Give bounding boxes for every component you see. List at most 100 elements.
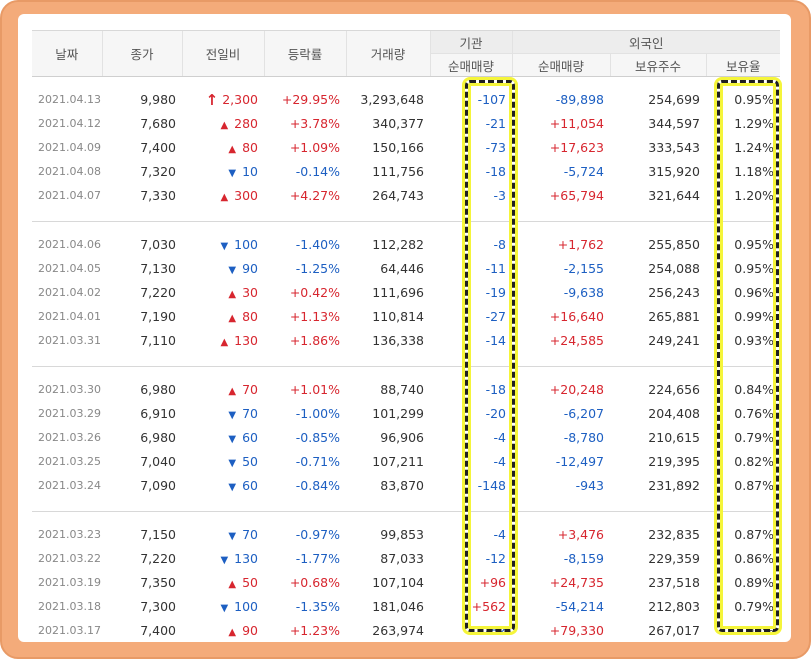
- holding-ratio-cell: 1.24%: [734, 139, 774, 155]
- group-divider: [32, 497, 780, 512]
- holdings-cell: 229,359: [648, 550, 700, 566]
- header-rate[interactable]: 등락률: [263, 30, 346, 77]
- foreign-net-cell: -8,780: [563, 429, 604, 445]
- close-cell: 7,330: [140, 187, 176, 203]
- change-cell: ↑ 2,300: [182, 87, 264, 111]
- change-value: 60: [242, 429, 258, 445]
- foreign-net-cell: -12,497: [555, 453, 604, 469]
- table-row: 2021.03.23 7,150 ▼ 70 -0.97% 99,853 -4 +3,476 23…: [32, 522, 780, 546]
- rate-cell: -1.25%: [295, 260, 340, 276]
- up-arrow-icon: ▲: [228, 578, 237, 590]
- change-cell: ▼ 100: [182, 232, 264, 256]
- inst-net-cell: -8: [493, 236, 506, 252]
- change-value: 60: [242, 477, 258, 493]
- date-cell: 2021.03.26: [38, 430, 101, 444]
- down-arrow-icon: ▼: [228, 167, 237, 179]
- volume-cell: 340,377: [372, 115, 424, 131]
- down-arrow-icon: ▼: [220, 554, 229, 566]
- header-close[interactable]: 종가: [101, 30, 182, 77]
- foreign-net-cell: +20,248: [549, 381, 604, 397]
- change-cell: ▲ 300: [182, 183, 264, 207]
- holding-ratio-cell: 1.29%: [734, 115, 774, 131]
- table-body: 2021.04.13 9,980 ↑ 2,300 +29.95% 3,293,648 -10…: [32, 77, 780, 643]
- volume-cell: 263,974: [372, 622, 424, 638]
- header-volume[interactable]: 거래량: [345, 30, 430, 77]
- change-cell: ▼ 70: [182, 401, 264, 425]
- change-cell: ▲ 80: [182, 304, 264, 328]
- holdings-cell: 256,243: [648, 284, 700, 300]
- table-row: 2021.03.19 7,350 ▲ 50 +0.68% 107,104 +96 +24,73…: [32, 570, 780, 594]
- table-row: 2021.03.31 7,110 ▲ 130 +1.86% 136,338 -14 +24,5…: [32, 328, 780, 352]
- inst-net-cell: -12: [485, 550, 506, 566]
- holdings-cell: 224,656: [648, 381, 700, 397]
- volume-cell: 111,756: [372, 163, 424, 179]
- table-row: 2021.04.09 7,400 ▲ 80 +1.09% 150,166 -73 +17,62…: [32, 135, 780, 159]
- rate-cell: +1.09%: [289, 139, 340, 155]
- change-cell: ▲ 280: [182, 111, 264, 135]
- header-holding-ratio[interactable]: 보유율: [705, 53, 780, 77]
- rate-cell: +29.95%: [281, 91, 340, 107]
- close-cell: 7,190: [140, 308, 176, 324]
- close-cell: 6,980: [140, 429, 176, 445]
- down-arrow-icon: ▼: [220, 240, 229, 252]
- holding-ratio-cell: 0.79%: [734, 429, 774, 445]
- inst-net-cell: -20: [485, 405, 506, 421]
- change-value: 90: [242, 260, 258, 276]
- holdings-cell: 344,597: [648, 115, 700, 131]
- holding-ratio-cell: 0.82%: [734, 453, 774, 469]
- date-cell: 2021.03.29: [38, 406, 101, 420]
- change-cell: ▲ 30: [182, 280, 264, 304]
- rate-cell: +0.42%: [289, 284, 340, 300]
- table-row: 2021.04.05 7,130 ▼ 90 -1.25% 64,446 -11 -2,155 2…: [32, 256, 780, 280]
- date-cell: 2021.03.19: [38, 575, 101, 589]
- change-cell: ▼ 60: [182, 425, 264, 449]
- close-cell: 6,980: [140, 381, 176, 397]
- foreign-net-cell: -2,155: [563, 260, 604, 276]
- holdings-cell: 254,088: [648, 260, 700, 276]
- table-row: 2021.03.17 7,400 ▲ 90 +1.23% 263,974 -82 +79,33…: [32, 618, 780, 642]
- inst-net-cell: -4: [493, 453, 506, 469]
- date-cell: 2021.03.30: [38, 382, 101, 396]
- close-cell: 6,910: [140, 405, 176, 421]
- change-cell: ▲ 50: [182, 570, 264, 594]
- foreign-net-cell: -8,159: [563, 550, 604, 566]
- date-cell: 2021.04.09: [38, 140, 101, 154]
- rate-cell: -0.85%: [295, 429, 340, 445]
- inst-net-cell: -73: [485, 139, 506, 155]
- down-arrow-icon: ▼: [228, 530, 237, 542]
- holding-ratio-cell: 0.79%: [734, 598, 774, 614]
- volume-cell: 107,104: [372, 574, 424, 590]
- header-inst-net[interactable]: 순매매량: [429, 53, 512, 77]
- foreign-net-cell: -943: [575, 477, 604, 493]
- table-row: 2021.04.08 7,320 ▼ 10 -0.14% 111,756 -18 -5,724…: [32, 159, 780, 183]
- holdings-cell: 255,850: [648, 236, 700, 252]
- date-cell: 2021.03.17: [38, 623, 101, 637]
- foreign-net-cell: -9,638: [563, 284, 604, 300]
- inst-net-cell: -14: [485, 332, 506, 348]
- holding-ratio-cell: 0.95%: [734, 260, 774, 276]
- date-cell: 2021.04.02: [38, 285, 101, 299]
- header-holdings[interactable]: 보유주수: [609, 53, 706, 77]
- holding-ratio-cell: 1.18%: [734, 163, 774, 179]
- inst-net-cell: -82: [485, 622, 506, 638]
- close-cell: 7,350: [140, 574, 176, 590]
- group-spacer: [32, 77, 780, 88]
- holding-ratio-cell: 0.99%: [734, 308, 774, 324]
- header-change[interactable]: 전일비: [181, 30, 264, 77]
- volume-cell: 264,743: [372, 187, 424, 203]
- change-cell: ▼ 70: [182, 522, 264, 546]
- rate-cell: -1.35%: [295, 598, 340, 614]
- change-value: 100: [234, 598, 258, 614]
- holding-ratio-cell: 0.93%: [734, 332, 774, 348]
- close-cell: 7,300: [140, 598, 176, 614]
- header-foreign-net[interactable]: 순매매량: [511, 53, 610, 77]
- holding-ratio-cell: 0.76%: [734, 405, 774, 421]
- inst-net-cell: -4: [493, 526, 506, 542]
- volume-cell: 112,282: [372, 236, 424, 252]
- header-date[interactable]: 날짜: [32, 30, 102, 77]
- foreign-net-cell: -6,207: [563, 405, 604, 421]
- down-arrow-icon: ▼: [228, 264, 237, 276]
- change-cell: ▼ 130: [182, 546, 264, 570]
- rate-cell: -0.97%: [295, 526, 340, 542]
- down-arrow-icon: ▼: [228, 409, 237, 421]
